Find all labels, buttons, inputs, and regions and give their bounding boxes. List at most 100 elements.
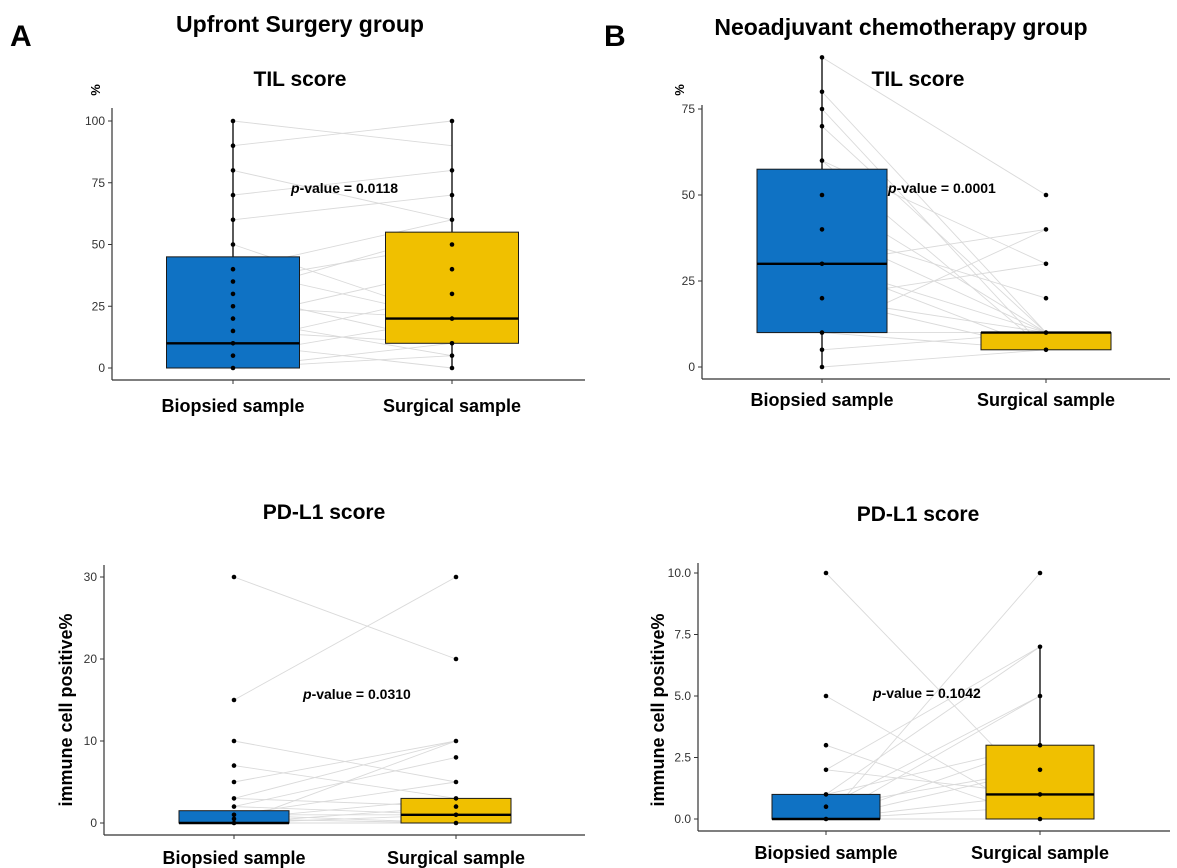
data-point [1037, 644, 1043, 650]
data-point [453, 812, 459, 818]
box-biopsied [166, 121, 300, 369]
data-point [449, 192, 455, 198]
data-point [1043, 261, 1049, 267]
y-axis-label: immune cell positive% [56, 613, 76, 806]
data-point [449, 341, 455, 346]
box-iqr [985, 744, 1095, 820]
pair-line [825, 646, 1041, 771]
data-point [819, 227, 825, 232]
y-axis-label: immune cell positive% [648, 613, 668, 806]
y-tick-label: 30 [84, 570, 98, 584]
data-point [230, 353, 236, 358]
chart-til-neoadjuvant: TIL score% 0 25 50 75 Biopsied sample Surgical… [672, 55, 1170, 410]
p-value-label: p-value = 0.0310 [302, 686, 411, 702]
data-point [819, 347, 825, 353]
y-tick-label: 25 [682, 274, 696, 288]
data-point [819, 89, 825, 95]
data-point [231, 804, 237, 809]
x-category-label: Biopsied sample [161, 396, 304, 416]
data-point [1037, 767, 1043, 773]
pair-line [232, 120, 453, 147]
pair-line [233, 740, 457, 783]
data-point [1043, 295, 1049, 301]
data-point [819, 330, 825, 335]
x-category-label: Surgical sample [387, 848, 525, 868]
points-surgical [449, 118, 455, 371]
pair-line [825, 572, 1041, 820]
data-point [230, 279, 236, 284]
data-point [819, 364, 825, 370]
y-tick-label: 0 [688, 360, 695, 374]
panel-letter-b: B [604, 20, 626, 53]
y-axis-label: % [672, 84, 687, 96]
data-point [231, 738, 237, 744]
chart-title: TIL score [254, 68, 347, 91]
pair-line [825, 695, 1041, 808]
p-value-label: p-value = 0.0118 [290, 180, 398, 196]
data-point [1037, 570, 1043, 576]
data-point [819, 55, 825, 60]
chart-pdl1-upfront: PD-L1 score immune cell positive% 0 10 20 30 B… [56, 501, 585, 868]
chart-title: PD-L1 score [857, 503, 980, 526]
points-biopsied [823, 570, 829, 822]
data-point [230, 192, 236, 198]
data-point [230, 266, 236, 272]
points-surgical [1043, 192, 1049, 353]
data-point [819, 192, 825, 198]
data-point [449, 316, 455, 321]
x-category-label: Biopsied sample [750, 390, 893, 410]
data-point [453, 738, 459, 744]
data-point [231, 574, 237, 580]
data-point [231, 779, 237, 785]
data-point [230, 328, 236, 334]
p-value-label: p-value = 0.0001 [887, 180, 996, 196]
data-point [449, 217, 455, 223]
y-tick-label: 20 [84, 652, 98, 666]
y-tick-label: 10.0 [668, 566, 692, 580]
p-value-label: p-value = 0.1042 [872, 685, 981, 701]
data-point [231, 812, 237, 818]
y-tick-label: 0.0 [674, 812, 691, 826]
data-point [449, 365, 455, 371]
data-point [1043, 227, 1049, 232]
pair-line [232, 169, 453, 196]
data-point [819, 261, 825, 267]
data-point [231, 697, 237, 703]
pair-line [233, 740, 457, 824]
x-category-label: Biopsied sample [162, 848, 305, 868]
data-point [230, 316, 236, 321]
y-tick-label: 75 [92, 176, 106, 190]
pair-line [825, 646, 1041, 795]
box-surgical [400, 797, 512, 824]
data-point [1037, 693, 1043, 699]
data-point [453, 804, 459, 809]
data-point [230, 242, 236, 247]
data-point [823, 816, 829, 822]
points-surgical [1037, 570, 1043, 822]
data-point [230, 168, 236, 173]
y-axis-label: % [88, 84, 103, 96]
points-biopsied [819, 55, 825, 370]
points-surgical [453, 574, 459, 826]
data-point [449, 168, 455, 173]
data-point [453, 796, 459, 801]
data-point [453, 574, 459, 580]
data-point [819, 295, 825, 301]
pair-line [233, 576, 457, 701]
data-point [819, 158, 825, 163]
points-biopsied [231, 574, 237, 826]
y-tick-label: 10 [84, 734, 98, 748]
data-point [1043, 192, 1049, 198]
data-point [453, 656, 459, 662]
y-tick-label: 0 [98, 361, 105, 375]
data-point [449, 291, 455, 297]
box-surgical [385, 121, 519, 368]
box-iqr [400, 797, 512, 824]
data-point [1043, 330, 1049, 335]
panel-letter-a: A [10, 20, 32, 53]
data-point [230, 303, 236, 309]
data-point [453, 755, 459, 760]
data-point [453, 779, 459, 785]
chart-title: TIL score [872, 68, 965, 91]
